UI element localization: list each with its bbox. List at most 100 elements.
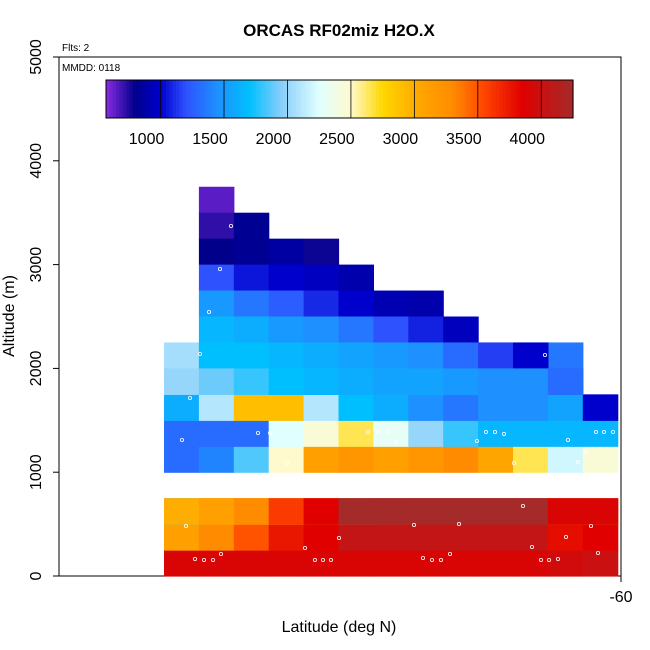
heat-cell: [373, 290, 409, 318]
colorbar-tick-label: 1000: [129, 131, 165, 148]
heat-cell: [164, 420, 200, 447]
colorbar-segment: [256, 80, 261, 118]
observation-point: [512, 460, 517, 465]
colorbar-segment: [429, 80, 434, 118]
observation-point: [187, 395, 192, 400]
observation-point: [602, 429, 607, 434]
heat-cell: [198, 524, 235, 551]
heat-cell: [373, 498, 409, 525]
heat-cell: [408, 290, 444, 318]
heat-cell: [373, 446, 409, 473]
colorbar-segment: [469, 80, 474, 118]
colorbar-segment: [486, 80, 491, 118]
heat-cell: [303, 264, 340, 292]
y-tick-label: 0: [28, 571, 45, 580]
colorbar-segment: [149, 80, 154, 118]
x-tick-label: -60: [609, 589, 632, 606]
colorbar-segment: [276, 80, 281, 118]
colorbar-segment: [299, 80, 304, 118]
heat-cell: [478, 342, 514, 369]
observation-point: [320, 558, 325, 563]
colorbar-segment: [172, 80, 177, 118]
colorbar-segment: [426, 80, 431, 118]
colorbar-segment: [359, 80, 364, 118]
heat-cell: [513, 446, 549, 473]
colorbar-segment: [192, 80, 197, 118]
heat-cell: [547, 446, 584, 473]
colorbar-segment: [339, 80, 344, 118]
colorbar-segment: [492, 80, 497, 118]
colorbar-segment: [372, 80, 377, 118]
heat-cell: [373, 550, 409, 577]
heat-cell: [233, 420, 270, 447]
heat-cell: [513, 420, 549, 447]
observation-point: [530, 545, 535, 550]
heat-cell: [547, 550, 584, 577]
colorbar-segment: [262, 80, 267, 118]
heat-cell: [582, 446, 619, 473]
colorbar-segment: [352, 80, 357, 118]
heat-cell: [408, 368, 444, 395]
y-tick-label: 4000: [28, 143, 45, 179]
observation-point: [217, 266, 222, 271]
heat-cell: [443, 550, 479, 577]
observation-point: [218, 552, 223, 557]
colorbar-segment: [279, 80, 284, 118]
colorbar-segment: [289, 80, 294, 118]
heat-cell: [373, 420, 409, 447]
colorbar-segment: [522, 80, 527, 118]
heat-cell: [303, 550, 340, 577]
colorbar-segment: [546, 80, 551, 118]
heat-cell: [198, 550, 235, 577]
colorbar-segment: [146, 80, 150, 118]
colorbar-segment: [196, 80, 200, 118]
colorbar-segment: [366, 80, 371, 118]
heat-cell: [303, 420, 340, 447]
colorbar-segment: [122, 80, 127, 118]
y-tick-label: 5000: [28, 39, 45, 75]
colorbar-segment: [169, 80, 174, 118]
colorbar-segment: [489, 80, 494, 118]
observation-point: [384, 429, 389, 434]
heat-cell: [198, 186, 235, 214]
colorbar-segment: [389, 80, 394, 118]
observation-point: [228, 223, 233, 228]
observation-point: [365, 429, 370, 434]
heat-cell: [268, 550, 305, 577]
colorbar-segment: [406, 80, 411, 118]
heat-cell: [164, 498, 200, 525]
colorbar-segment: [332, 80, 337, 118]
colorbar-segment: [322, 80, 327, 118]
colorbar-segment: [499, 80, 504, 118]
heat-cell: [338, 524, 374, 551]
observation-point: [474, 438, 479, 443]
heat-cell: [408, 524, 444, 551]
heat-cell: [198, 420, 235, 447]
heat-cell: [198, 368, 235, 395]
colorbar-tick-label: 3000: [383, 131, 419, 148]
observation-point: [438, 558, 443, 563]
heat-cell: [268, 524, 305, 551]
heat-cell: [268, 498, 305, 525]
heat-cell: [338, 550, 374, 577]
heat-cell: [268, 264, 305, 292]
observation-point: [197, 351, 202, 356]
y-axis-label: Altitude (m): [1, 275, 18, 357]
colorbar-segment: [542, 80, 547, 118]
observation-point: [201, 558, 206, 563]
heat-cell: [338, 264, 374, 292]
heat-cell: [303, 394, 340, 421]
colorbar-segment: [552, 80, 557, 118]
observation-point: [547, 558, 552, 563]
heat-cell: [303, 342, 340, 369]
colorbar-segment: [376, 80, 381, 118]
observation-point: [312, 558, 317, 563]
heat-cell: [547, 394, 584, 421]
colorbar-segment: [559, 80, 564, 118]
observation-point: [465, 478, 470, 483]
colorbar-segment: [182, 80, 187, 118]
heat-cell: [443, 420, 479, 447]
observation-point: [328, 558, 333, 563]
heat-cell: [373, 368, 409, 395]
heat-cell: [513, 498, 549, 525]
